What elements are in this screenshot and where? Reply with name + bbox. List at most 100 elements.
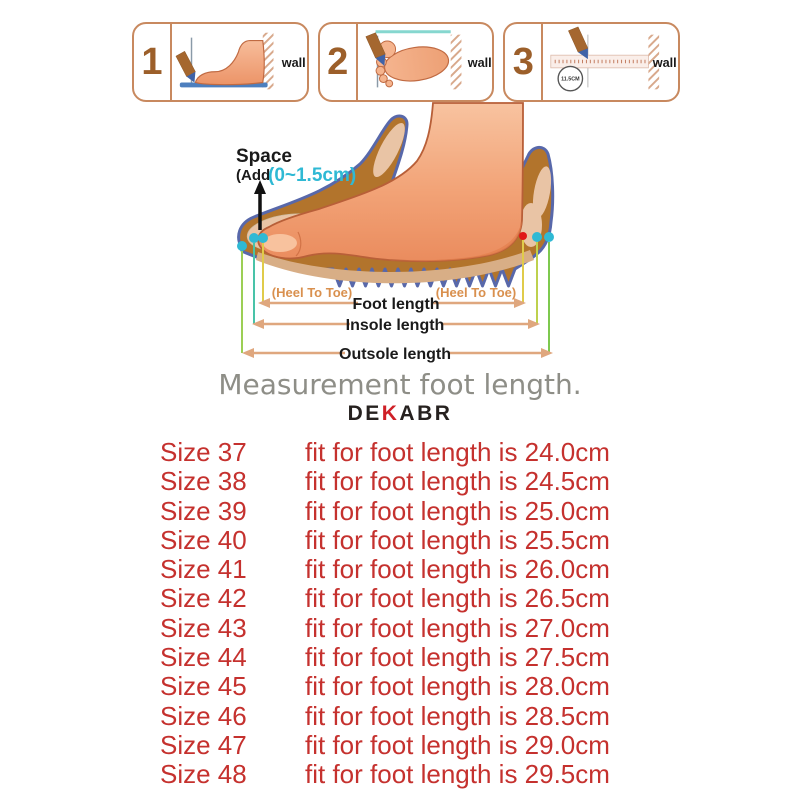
size-label: Size 38 <box>160 466 247 497</box>
fit-text: fit for foot length is 26.5cm <box>305 583 610 614</box>
foot-length-diagram: Space (Add (0~1.5cm) (Heel To Toe) (Heel… <box>130 100 730 380</box>
space-add-label: (Add <box>236 167 270 184</box>
heel-to-toe-right-label: (Heel To Toe) <box>436 285 516 300</box>
size-row: Size 42 fit for foot length is 26.5cm <box>160 583 660 614</box>
outsole-heel-dot <box>544 232 554 242</box>
foot-length-label: Foot length <box>352 296 439 313</box>
insole-heel-band <box>532 166 552 218</box>
size-row: Size 38 fit for foot length is 24.5cm <box>160 466 660 497</box>
length-badge-value: 11.5CM <box>561 77 580 83</box>
size-row: Size 47 fit for foot length is 29.0cm <box>160 729 660 760</box>
arrow-head <box>258 298 270 308</box>
arrow-head <box>541 348 553 358</box>
wall-hatch <box>648 34 660 90</box>
size-row: Size 45 fit for foot length is 28.0cm <box>160 671 660 702</box>
fit-text: fit for foot length is 24.5cm <box>305 466 610 497</box>
fit-text: fit for foot length is 28.5cm <box>305 700 610 731</box>
size-label: Size 47 <box>160 729 247 760</box>
arrow-head <box>528 319 540 329</box>
pencil-icon <box>568 26 589 53</box>
size-row: Size 37 fit for foot length is 24.0cm <box>160 437 660 467</box>
wall-hatch <box>262 32 274 90</box>
instruction-panel-1: 1 wall <box>132 22 309 102</box>
size-label: Size 48 <box>160 759 247 790</box>
toe <box>384 79 393 88</box>
size-label: Size 37 <box>160 437 247 467</box>
ruler-measure-icon: 11.5CM wall <box>550 26 677 92</box>
size-label: Size 40 <box>160 524 247 555</box>
heel-point-dot <box>519 232 527 240</box>
fit-text: fit for foot length is 27.5cm <box>305 642 610 673</box>
heel-to-toe-left-label: (Heel To Toe) <box>272 285 352 300</box>
instruction-panel-3: 3 11.5CM wall <box>503 22 681 102</box>
top-foot-measure-icon: wall <box>365 30 491 90</box>
fit-text: fit for foot length is 29.5cm <box>305 759 610 790</box>
pencil-tip <box>578 48 589 60</box>
size-label: Size 39 <box>160 495 247 526</box>
toe <box>375 65 385 76</box>
fit-text: fit for foot length is 28.0cm <box>305 671 610 702</box>
side-foot-shape <box>194 39 265 86</box>
outsole-length-label: Outsole length <box>339 346 451 363</box>
foot-toe-dot <box>258 233 268 243</box>
outsole-toe-dot <box>237 241 247 251</box>
size-label: Size 42 <box>160 583 247 614</box>
step-number-1: 1 <box>134 24 172 100</box>
arrow-head <box>514 298 526 308</box>
panel-2-illustration: wall <box>358 24 493 100</box>
size-label: Size 46 <box>160 700 247 731</box>
wall-label: wall <box>281 56 306 70</box>
fit-text: fit for foot length is 25.0cm <box>305 495 610 526</box>
toe-crease <box>295 231 302 257</box>
toe <box>378 74 388 83</box>
fit-text: fit for foot length is 26.0cm <box>305 554 610 585</box>
wall-label: wall <box>466 56 491 70</box>
length-badge-circle <box>557 65 584 92</box>
diagram-caption: Measurement foot length. <box>218 368 582 401</box>
size-row: Size 46 fit for foot length is 28.5cm <box>160 700 660 731</box>
insole-toe-dot <box>249 233 259 243</box>
size-row: Size 44 fit for foot length is 27.5cm <box>160 642 660 673</box>
size-label: Size 45 <box>160 671 247 702</box>
size-row: Size 40 fit for foot length is 25.5cm <box>160 524 660 555</box>
ruler-band <box>550 54 650 69</box>
size-label: Size 44 <box>160 642 247 673</box>
size-row: Size 41 fit for foot length is 26.0cm <box>160 554 660 585</box>
pencil-icon <box>365 32 386 59</box>
fit-text: fit for foot length is 24.0cm <box>305 437 610 467</box>
foot-diagram-svg: Space (Add (0~1.5cm) (Heel To Toe) (Heel… <box>236 102 555 363</box>
brand-part-k: K <box>381 402 400 425</box>
wall-hatch <box>450 34 462 90</box>
pencil-tip <box>375 54 385 66</box>
measure-instructions-strip: 1 wall <box>132 22 681 102</box>
fit-text: fit for foot length is 27.0cm <box>305 612 610 643</box>
space-range-label: (0~1.5cm) <box>268 165 356 186</box>
size-row: Size 39 fit for foot length is 25.0cm <box>160 495 660 526</box>
space-arrow-head <box>254 180 266 194</box>
space-label: Space <box>236 146 292 167</box>
side-foot-measure-icon: wall <box>175 32 306 90</box>
fit-text: fit for foot length is 25.5cm <box>305 524 610 555</box>
size-row: Size 48 fit for foot length is 29.5cm <box>160 759 660 790</box>
brand-logo: DEKABR <box>0 402 800 426</box>
size-row: Size 43 fit for foot length is 27.0cm <box>160 612 660 643</box>
step-number-2: 2 <box>320 24 358 100</box>
brand-part-2: ABR <box>399 402 453 425</box>
fit-text: fit for foot length is 29.0cm <box>305 729 610 760</box>
step-number-3: 3 <box>505 24 544 100</box>
brand-part-1: DE <box>347 402 382 425</box>
toe-highlight <box>263 234 297 252</box>
insole-front-band <box>373 122 405 178</box>
instruction-panel-2: 2 <box>317 22 495 102</box>
insole-edge-strip <box>256 250 534 284</box>
pencil-tip <box>186 71 196 83</box>
wall-label: wall <box>652 56 677 70</box>
arrow-head <box>252 319 264 329</box>
insole-heel-dot <box>532 232 542 242</box>
arrow-head <box>242 348 254 358</box>
size-label: Size 43 <box>160 612 247 643</box>
insole-length-label: Insole length <box>346 317 445 334</box>
pencil-icon <box>175 50 196 77</box>
size-label: Size 41 <box>160 554 247 585</box>
size-chart: Size 37 fit for foot length is 24.0cm Siz… <box>160 437 660 790</box>
